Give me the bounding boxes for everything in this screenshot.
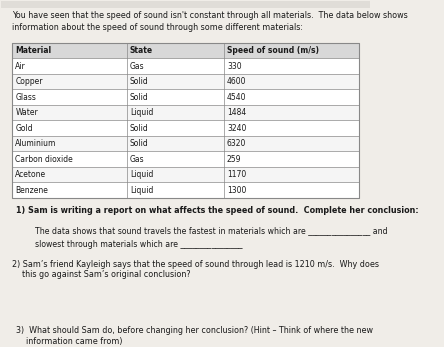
Text: Liquid: Liquid bbox=[130, 186, 153, 195]
Text: 1170: 1170 bbox=[227, 170, 246, 179]
Text: Acetone: Acetone bbox=[16, 170, 47, 179]
Text: 4540: 4540 bbox=[227, 93, 246, 102]
Text: 1484: 1484 bbox=[227, 108, 246, 117]
Text: Air: Air bbox=[16, 62, 26, 70]
Text: Solid: Solid bbox=[130, 93, 149, 102]
Text: You have seen that the speed of sound isn't constant through all materials.  The: You have seen that the speed of sound is… bbox=[12, 11, 408, 32]
Text: 6320: 6320 bbox=[227, 139, 246, 148]
Text: 1) Sam is writing a report on what affects the speed of sound.  Complete her con: 1) Sam is writing a report on what affec… bbox=[16, 206, 419, 215]
Text: Speed of sound (m/s): Speed of sound (m/s) bbox=[227, 46, 319, 55]
Text: Liquid: Liquid bbox=[130, 170, 153, 179]
Text: Material: Material bbox=[16, 46, 52, 55]
Text: Gold: Gold bbox=[16, 124, 33, 133]
Text: 3240: 3240 bbox=[227, 124, 246, 133]
Bar bbox=[12, 151, 359, 167]
Text: Aluminium: Aluminium bbox=[16, 139, 57, 148]
Text: Solid: Solid bbox=[130, 77, 149, 86]
Bar bbox=[12, 43, 359, 198]
Bar bbox=[12, 105, 359, 120]
Text: 2) Sam’s friend Kayleigh says that the speed of sound through lead is 1210 m/s. : 2) Sam’s friend Kayleigh says that the s… bbox=[12, 260, 380, 279]
Text: Water: Water bbox=[16, 108, 38, 117]
Text: The data shows that sound travels the fastest in materials which are ___________: The data shows that sound travels the fa… bbox=[35, 227, 387, 249]
Bar bbox=[12, 74, 359, 90]
Text: Glass: Glass bbox=[16, 93, 36, 102]
Bar bbox=[12, 183, 359, 198]
Text: Solid: Solid bbox=[130, 124, 149, 133]
Text: Benzene: Benzene bbox=[16, 186, 48, 195]
Text: 259: 259 bbox=[227, 155, 242, 164]
Text: 4600: 4600 bbox=[227, 77, 246, 86]
Text: State: State bbox=[130, 46, 153, 55]
Bar bbox=[12, 58, 359, 74]
Text: 330: 330 bbox=[227, 62, 242, 70]
Text: 1300: 1300 bbox=[227, 186, 246, 195]
Bar bbox=[12, 90, 359, 105]
Bar bbox=[12, 167, 359, 183]
Bar bbox=[12, 120, 359, 136]
Text: Carbon dioxide: Carbon dioxide bbox=[16, 155, 73, 164]
Text: Find text or tools  Q    [a]    43: Find text or tools Q [a] 43 bbox=[204, 2, 287, 7]
Bar bbox=[12, 43, 359, 58]
Text: Gas: Gas bbox=[130, 155, 144, 164]
Text: Copper: Copper bbox=[16, 77, 43, 86]
Bar bbox=[12, 136, 359, 151]
Text: Solid: Solid bbox=[130, 139, 149, 148]
Bar bbox=[1, 1, 370, 8]
Text: Liquid: Liquid bbox=[130, 108, 153, 117]
Text: 3)  What should Sam do, before changing her conclusion? (Hint – Think of where t: 3) What should Sam do, before changing h… bbox=[16, 326, 373, 346]
Text: Gas: Gas bbox=[130, 62, 144, 70]
